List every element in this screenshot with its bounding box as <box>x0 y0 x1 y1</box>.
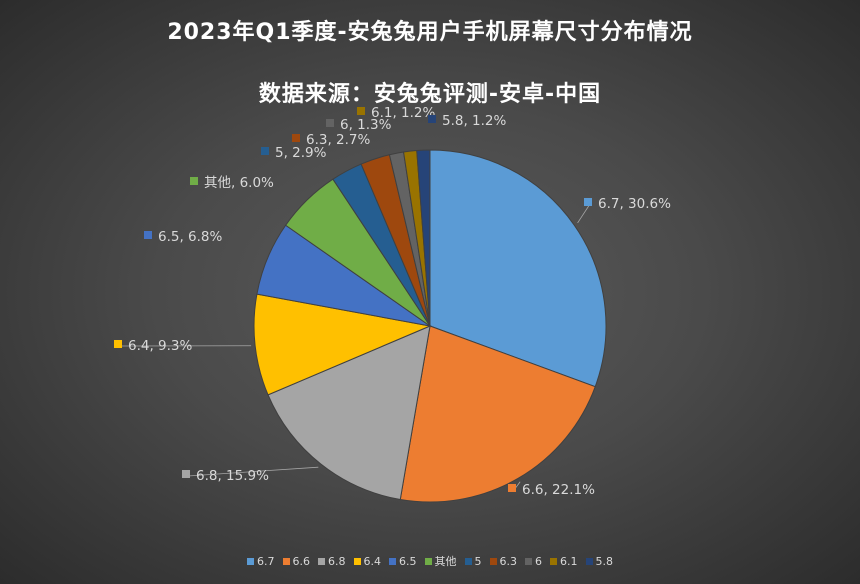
chart-legend: 6.7 6.6 6.8 6.4 6.5 其他 5 6.3 6 6.1 5.8 <box>0 553 860 569</box>
data-label-5: 其他, 6.0% <box>204 175 274 191</box>
data-label-swatch-7 <box>292 134 300 142</box>
legend-item-6: 5 <box>464 554 482 568</box>
data-label-swatch-2 <box>182 470 190 478</box>
data-label-2: 6.8, 15.9% <box>196 468 269 484</box>
data-label-8: 6, 1.3% <box>340 117 392 133</box>
data-label-swatch-10 <box>428 115 436 123</box>
legend-swatch <box>525 557 532 565</box>
data-label-6: 5, 2.9% <box>275 145 327 161</box>
legend-swatch <box>464 557 472 565</box>
data-label-swatch-5 <box>190 177 198 185</box>
legend-label: 6.4 <box>363 554 382 568</box>
legend-swatch <box>353 557 361 565</box>
legend-item-2: 6.8 <box>318 555 346 568</box>
legend-swatch <box>424 557 432 565</box>
data-label-1: 6.6, 22.1% <box>522 482 595 498</box>
data-label-10: 5.8, 1.2% <box>442 113 507 129</box>
leader-line-2 <box>187 466 319 477</box>
data-label-swatch-6 <box>261 147 269 155</box>
legend-swatch <box>585 557 593 565</box>
legend-label: 其他 <box>434 555 457 568</box>
data-label-swatch-0 <box>584 198 592 206</box>
legend-item-7: 6.3 <box>489 554 518 568</box>
legend-swatch <box>550 557 557 565</box>
data-label-4: 6.5, 6.8% <box>158 229 223 245</box>
leader-line-0 <box>577 203 591 224</box>
legend-item-9: 6.1 <box>550 555 578 568</box>
legend-item-10: 5.8 <box>585 554 614 568</box>
data-label-9: 6.1, 1.2% <box>371 105 436 121</box>
data-label-7: 6.3, 2.7% <box>306 132 371 148</box>
data-label-swatch-4 <box>144 231 152 239</box>
pie-slice-5-8-10 <box>416 149 431 327</box>
data-label-swatch-9 <box>357 107 365 115</box>
legend-swatch <box>489 557 497 565</box>
data-label-swatch-3 <box>114 340 122 348</box>
legend-swatch <box>318 557 325 565</box>
legend-item-1: 6.6 <box>282 554 311 568</box>
pie-slice-6-6-1 <box>399 325 596 503</box>
data-label-0: 6.7, 30.6% <box>598 196 671 212</box>
pie-slice-6-7-0 <box>429 149 607 388</box>
legend-label: 6.6 <box>292 554 311 568</box>
data-label-swatch-1 <box>508 484 516 492</box>
legend-label: 5.8 <box>595 554 614 568</box>
legend-label: 6.1 <box>560 554 578 568</box>
legend-item-5: 其他 <box>424 553 457 569</box>
legend-item-3: 6.4 <box>353 554 382 568</box>
data-label-3: 6.4, 9.3% <box>128 338 193 354</box>
legend-label: 6 <box>535 554 542 568</box>
chart-subtitle: 数据来源：安兔兔评测-安卓-中国 <box>258 82 602 107</box>
chart-title: 2023年Q1季度-安兔兔用户手机屏幕尺寸分布情况 <box>167 20 693 45</box>
legend-label: 5 <box>474 554 482 568</box>
legend-label: 6.5 <box>399 554 417 568</box>
legend-item-4: 6.5 <box>389 555 417 568</box>
legend-label: 6.3 <box>499 554 518 568</box>
legend-item-0: 6.7 <box>247 555 275 568</box>
legend-label: 6.8 <box>328 554 346 568</box>
legend-item-8: 6 <box>525 555 542 568</box>
pie-slice-6-8-2 <box>267 325 431 501</box>
legend-swatch <box>247 557 254 565</box>
legend-swatch <box>282 557 290 565</box>
legend-swatch <box>389 557 396 565</box>
legend-label: 6.7 <box>257 554 275 568</box>
pie-slice-6-4-3 <box>253 293 432 396</box>
data-label-swatch-8 <box>326 119 334 127</box>
